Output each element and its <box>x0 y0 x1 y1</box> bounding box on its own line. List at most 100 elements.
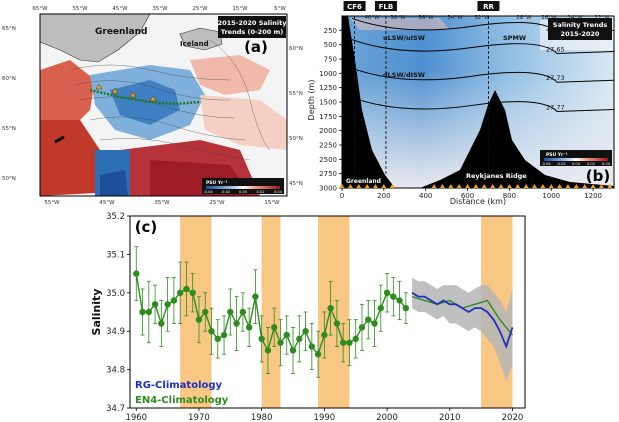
en4-point <box>208 328 215 335</box>
section-colorbar-tick: 0.02 <box>587 162 595 166</box>
en4-point <box>296 335 303 343</box>
en4-point <box>327 304 334 312</box>
panel-c-timeseries: 34.7 34.8 34.9 35.0 35.1 35.2 1960 1970 1980 1990… <box>90 212 526 422</box>
en4-point <box>383 289 391 296</box>
panel-c-label: (c) <box>135 218 158 236</box>
panel-b-label: (b) <box>586 167 610 185</box>
greenland-label: Greenland <box>95 27 147 37</box>
bathymetry-contours <box>69 39 271 161</box>
reykjanes-label: Reykjanes Ridge <box>466 172 527 180</box>
bottom-station-marker <box>590 184 596 188</box>
section-xtick-label: 1200 <box>584 192 602 200</box>
section-lon-tick: 22°W <box>594 15 610 21</box>
bottom-station-marker <box>598 184 604 188</box>
section-colorbar-tick: 0.00 <box>572 162 581 166</box>
bottom-station-marker <box>347 184 353 188</box>
map-frame <box>39 13 288 197</box>
en4-point <box>158 320 165 327</box>
bottom-station-marker <box>389 184 395 188</box>
station-label-box <box>477 1 500 11</box>
map-title-line-2: Trends (0-200 m) <box>221 28 284 36</box>
bottom-station-marker <box>607 184 613 188</box>
isopycnal-line <box>351 17 614 33</box>
section-ytick-label: 250 <box>324 27 337 35</box>
en4-point <box>214 335 221 343</box>
bottom-station-marker <box>490 184 496 188</box>
bottom-station-marker <box>540 184 546 188</box>
ts-xtick-label: 2000 <box>376 413 398 422</box>
section-xtick-label: 200 <box>377 192 390 200</box>
section-xtick-label: 600 <box>461 192 474 200</box>
panel-a-label: (a) <box>244 38 268 56</box>
section-ytick-label: 500 <box>324 41 337 49</box>
en4-point <box>314 351 322 358</box>
section-colorbar-tick: -0.04 <box>541 162 551 166</box>
bottom-station-marker <box>372 184 378 188</box>
map-lon-tick-top: 25°W <box>192 6 208 12</box>
map-lat-tick-left: 65°N <box>2 26 16 32</box>
section-lon-tick: 28°W <box>516 15 532 21</box>
section-lon-tick: 38°W <box>390 15 406 21</box>
isopycnal-label: 27.55 <box>546 24 565 32</box>
section-xtick-label: 1000 <box>542 192 560 200</box>
isopycnal-line <box>351 96 614 112</box>
ts-xtick-label: 1980 <box>251 413 273 422</box>
map-colorbar-label: PSU Yr⁻¹ <box>206 180 228 186</box>
section-xlabel: Distance (km) <box>450 197 506 206</box>
map-colorbar-tick: -0.02 <box>221 190 230 194</box>
section-ylabel: Depth (m) <box>307 80 316 121</box>
bottom-station-marker <box>506 184 512 188</box>
bottom-station-marker <box>531 184 537 188</box>
map-lat-tick-right: 55°N <box>289 91 303 97</box>
bottom-station-marker <box>339 184 345 188</box>
iceland-label: Iceland <box>180 40 209 48</box>
en4-point <box>264 347 272 354</box>
bottom-station-marker <box>448 184 454 188</box>
station-label: RR <box>483 3 494 11</box>
shaded-period <box>261 216 281 408</box>
en4-point <box>252 293 259 300</box>
section-lon-tick: 40°W <box>364 15 380 21</box>
section-colorbar-tick: -0.02 <box>556 162 565 166</box>
bottom-station-marker <box>465 184 471 188</box>
water-mass-spmw: SPMW <box>503 34 526 42</box>
bottom-station-marker <box>498 184 504 188</box>
section-colorbar-tick: 0.04 <box>602 162 611 166</box>
station-markers <box>95 83 157 102</box>
en4-point <box>377 304 384 312</box>
en4-point <box>308 343 316 350</box>
panel-b-section: Salinity Trends 2015-2020 uLSW/uISW dLSW… <box>307 1 615 206</box>
section-colorbar-label: PSU Yr⁻¹ <box>546 152 568 158</box>
map-colorbar-tick: 0.04 <box>274 190 283 194</box>
en4-point <box>371 320 378 327</box>
greenland-landmass <box>40 14 151 63</box>
en4-point <box>133 270 140 277</box>
bottom-station-marker <box>515 184 521 188</box>
section-xtick-label: 0 <box>340 192 344 200</box>
ts-ytick-label: 34.9 <box>106 327 125 337</box>
en4-point <box>339 339 347 346</box>
ts-ytick-label: 35.2 <box>106 212 125 222</box>
section-ytick-label: 2750 <box>319 170 337 178</box>
en4-point <box>245 324 253 331</box>
section-lon-tick: 36°W <box>418 15 434 21</box>
map-lon-tick-bottom: 25°W <box>209 200 225 206</box>
bottom-station-marker <box>548 184 554 188</box>
isopycnal-line <box>351 39 614 55</box>
section-lon-tick: 24°W <box>567 15 583 21</box>
ts-xtick-label: 1970 <box>188 413 210 422</box>
en4-point <box>358 324 366 331</box>
isopycnal-label: 27.65 <box>546 46 565 54</box>
section-title-line-1: Salinity Trends <box>553 21 608 29</box>
isopycnal-label: 27.77 <box>546 103 565 111</box>
en4-point <box>176 289 184 296</box>
en4-point <box>189 289 196 296</box>
section-ytick-label: 750 <box>324 56 337 64</box>
ts-ytick-label: 35.0 <box>106 289 125 299</box>
bottom-station-marker <box>364 184 370 188</box>
bottom-station-marker <box>439 184 445 188</box>
section-marker <box>54 135 65 144</box>
ts-xtick-label: 1990 <box>314 413 336 422</box>
map-lon-tick-bottom: 15°W <box>264 200 280 206</box>
